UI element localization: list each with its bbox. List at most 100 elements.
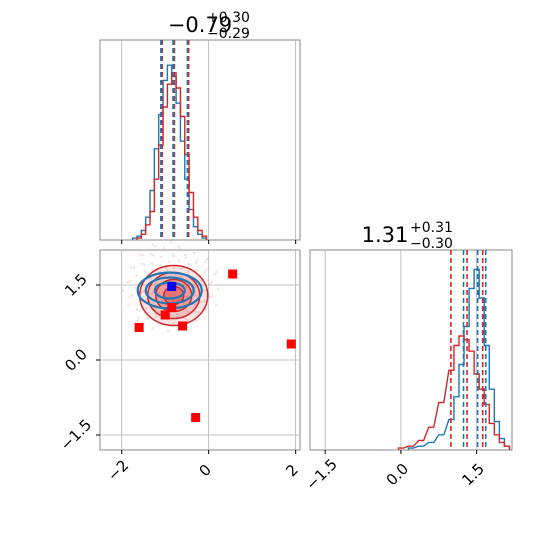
sample-point — [152, 254, 155, 257]
sample-point — [129, 280, 132, 283]
sample-point — [150, 252, 153, 256]
sample-point — [196, 269, 199, 272]
sample-point — [187, 262, 190, 266]
sample-point — [192, 251, 195, 255]
sample-point — [204, 260, 208, 263]
hist-panel-param1 — [99, 39, 301, 244]
sample-point — [171, 252, 175, 255]
sample-point — [193, 303, 196, 306]
sample-point — [151, 243, 155, 246]
marker-red — [160, 310, 170, 320]
marker-red — [228, 269, 238, 279]
sample-point — [186, 265, 190, 268]
sample-point — [178, 248, 182, 251]
sample-point — [215, 270, 218, 273]
sample-point — [177, 245, 181, 248]
sample-point — [205, 257, 209, 261]
sample-point — [207, 308, 210, 312]
param2-title-value: 1.31 — [362, 223, 409, 247]
sample-point — [196, 294, 200, 297]
sample-point — [184, 256, 187, 259]
param1-title-plus: +0.30 — [207, 10, 250, 26]
sample-point — [203, 270, 207, 274]
sample-point — [217, 287, 220, 291]
sample-point — [153, 282, 157, 285]
scatter-panel: −1.5 0.0 1.5 −2 0 2 — [57, 240, 302, 485]
sample-point — [167, 329, 170, 332]
sample-point — [196, 259, 199, 262]
x-tick-label: 2 — [282, 461, 301, 480]
sample-point — [126, 281, 129, 284]
marker-red — [134, 323, 144, 332]
sample-point — [180, 267, 183, 270]
sample-point — [177, 259, 180, 263]
sample-point — [202, 300, 206, 303]
sample-point — [213, 272, 216, 276]
sample-point — [209, 295, 212, 298]
sample-point — [159, 264, 162, 267]
sample-point — [145, 307, 148, 310]
sample-point — [160, 255, 163, 258]
sample-point — [173, 267, 176, 270]
hist-series-blue — [407, 268, 511, 450]
sample-point — [142, 290, 145, 293]
sample-point — [195, 319, 198, 322]
sample-point — [164, 249, 168, 252]
sample-point — [127, 304, 130, 307]
hist-panel-param2: −1.5 0.0 1.5 — [302, 249, 513, 494]
sample-point — [211, 295, 215, 298]
sample-point — [143, 263, 146, 266]
sample-point — [177, 299, 181, 302]
param1-title-value: −0.79 — [168, 13, 232, 37]
sample-point — [136, 319, 140, 322]
panel-frame — [99, 39, 301, 241]
y-tick-label: −1.5 — [57, 416, 95, 454]
sample-point — [138, 253, 141, 256]
sample-point — [184, 302, 188, 305]
marker-red — [191, 413, 201, 422]
sample-point — [140, 291, 143, 294]
sample-point — [135, 274, 138, 277]
sample-point — [205, 268, 208, 272]
sample-point — [137, 316, 140, 319]
sample-point — [151, 291, 154, 294]
sample-point — [194, 294, 197, 297]
sample-point — [144, 270, 147, 273]
sample-point — [204, 289, 207, 292]
sample-point — [200, 279, 203, 282]
sample-point — [151, 327, 154, 330]
sample-point — [211, 281, 214, 284]
y-tick-label: 1.5 — [61, 270, 91, 300]
x-tick-label: 0 — [195, 461, 214, 480]
sample-point — [157, 292, 160, 295]
sample-point — [150, 261, 153, 265]
sample-point — [186, 319, 190, 322]
sample-point — [208, 282, 211, 285]
sample-point — [194, 285, 197, 289]
sample-point — [196, 311, 200, 314]
sample-point — [163, 246, 166, 250]
marker-red — [286, 339, 296, 349]
sample-point — [192, 249, 196, 252]
sample-point — [135, 308, 139, 311]
marker-red — [178, 321, 188, 331]
sample-point — [150, 269, 154, 272]
param2-title: 1.31 — [362, 223, 409, 247]
sample-point — [149, 292, 152, 296]
sample-point — [194, 310, 197, 313]
x-tick-label: −1.5 — [302, 455, 340, 493]
sample-point — [141, 254, 144, 257]
panel-frame — [309, 249, 513, 451]
hist-series-blue — [131, 64, 208, 240]
sample-point — [130, 293, 134, 297]
marker-blue — [167, 282, 177, 291]
sample-point — [184, 309, 188, 312]
y-tick-label: 0.0 — [61, 345, 91, 375]
x-tick-label: 0.0 — [383, 460, 413, 490]
sample-point — [180, 275, 183, 278]
sample-point — [154, 315, 157, 318]
sample-point — [186, 295, 189, 298]
sample-point — [154, 245, 157, 248]
sample-point — [132, 266, 135, 269]
